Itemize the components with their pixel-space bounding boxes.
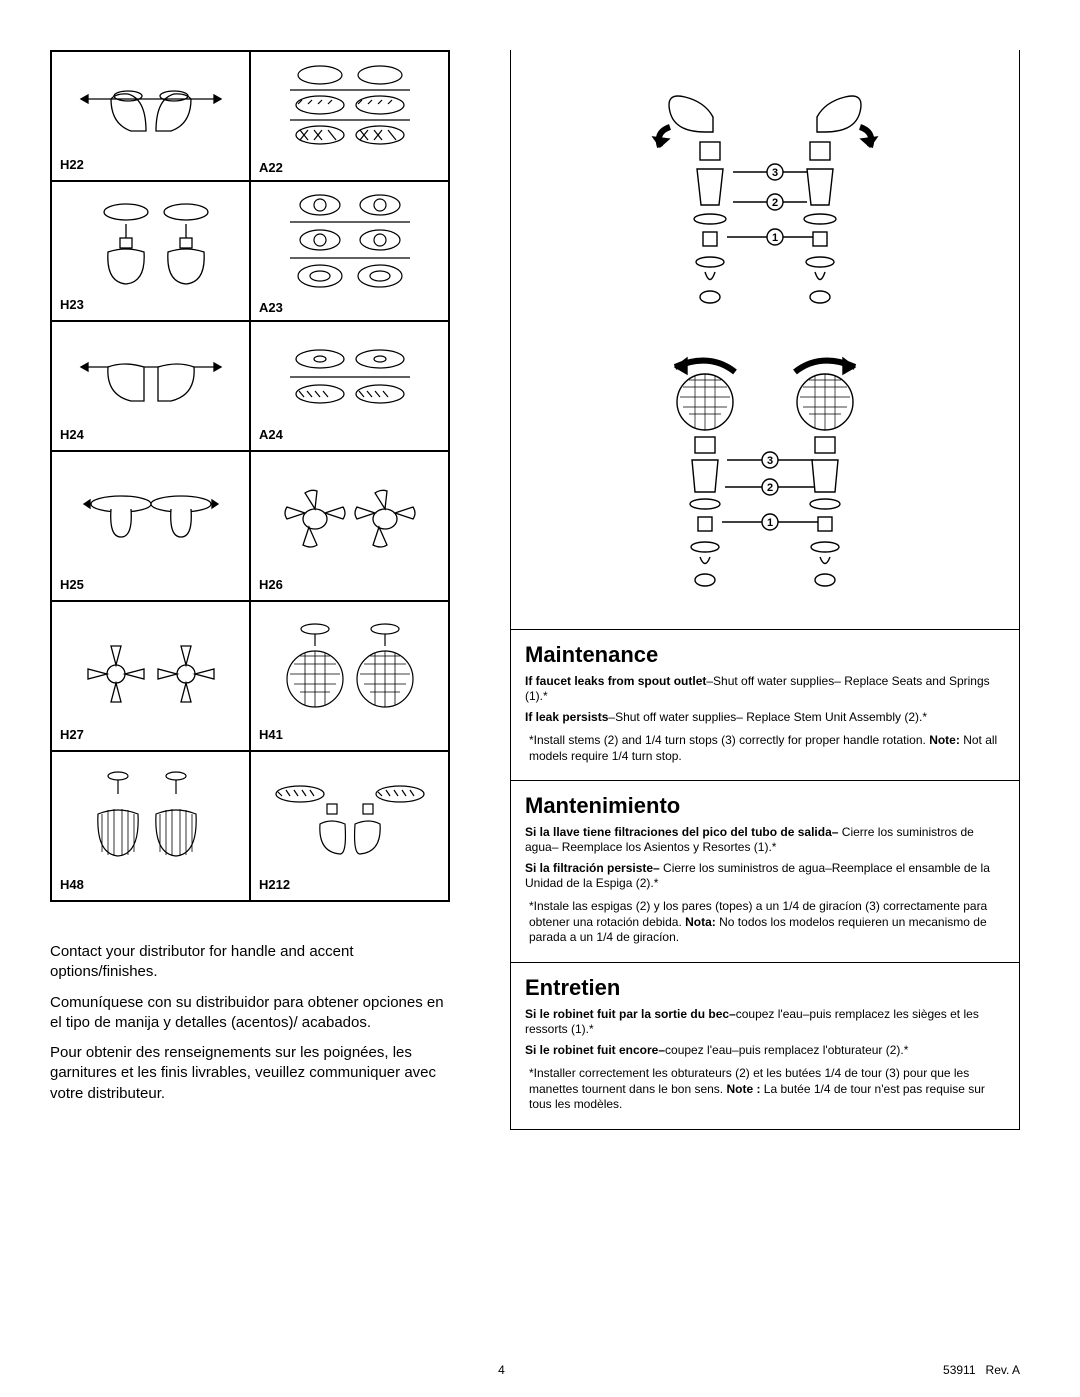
handle-h212-icon (265, 774, 435, 864)
handle-h26-icon (270, 474, 430, 564)
label-h212: H212 (259, 877, 440, 892)
entretien-title: Entretien (525, 975, 1005, 1001)
exploded-diagram-lever: 3 2 1 (615, 77, 915, 327)
maintenance-note: *Install stems (2) and 1/4 turn stops (3… (525, 733, 1005, 764)
handle-h41-icon (270, 614, 430, 724)
exploded-diagram-box: 3 2 1 (510, 50, 1020, 630)
cell-a22: A22 (250, 51, 449, 181)
mantenimiento-note: *Instale las espigas (2) y los pares (to… (525, 899, 1005, 946)
maintenance-p1: If faucet leaks from spout outlet–Shut o… (525, 674, 1005, 704)
label-h26: H26 (259, 577, 440, 592)
maintenance-title: Maintenance (525, 642, 1005, 668)
handle-h24-icon (76, 339, 226, 419)
accent-a23-icon (275, 190, 425, 300)
svg-text:1: 1 (772, 232, 778, 244)
label-h48: H48 (60, 877, 241, 892)
maintenance-fr: Entretien Si le robinet fuit par la sort… (510, 963, 1020, 1130)
page-footer: 4 53911 Rev. A (0, 1363, 1080, 1377)
cell-h41: H41 (250, 601, 449, 751)
parts-table: H22 (50, 50, 450, 902)
cell-h27: H27 (51, 601, 250, 751)
handle-h48-icon (76, 764, 226, 874)
cell-h23: H23 (51, 181, 250, 321)
cell-a24: A24 (250, 321, 449, 451)
handle-h25-icon (76, 479, 226, 559)
svg-text:2: 2 (767, 482, 773, 494)
mantenimiento-p1: Si la llave tiene filtraciones del pico … (525, 825, 1005, 855)
maintenance-en: Maintenance If faucet leaks from spout o… (510, 630, 1020, 781)
cell-h212: H212 (250, 751, 449, 901)
maintenance-es: Mantenimiento Si la llave tiene filtraci… (510, 781, 1020, 963)
footer-page-num: 4 (60, 1363, 943, 1377)
cell-h26: H26 (250, 451, 449, 601)
cell-a23: A23 (250, 181, 449, 321)
label-h27: H27 (60, 727, 241, 742)
entretien-note: *Installer correctement les obturateurs … (525, 1066, 1005, 1113)
cell-h22: H22 (51, 51, 250, 181)
cell-h24: H24 (51, 321, 250, 451)
distributor-en: Contact your distributor for handle and … (50, 942, 450, 983)
svg-text:1: 1 (767, 517, 773, 529)
handle-h23-icon (76, 194, 226, 294)
cell-h48: H48 (51, 751, 250, 901)
label-h24: H24 (60, 427, 241, 442)
mantenimiento-title: Mantenimiento (525, 793, 1005, 819)
mantenimiento-p2: Si la filtración persiste– Cierre los su… (525, 861, 1005, 891)
label-h25: H25 (60, 577, 241, 592)
accent-a22-icon (275, 60, 425, 160)
right-column: 3 2 1 (510, 50, 1020, 1320)
maintenance-p2: If leak persists–Shut off water supplies… (525, 710, 1005, 725)
distributor-es: Comuníquese con su distribuidor para obt… (50, 993, 450, 1034)
accent-a24-icon (275, 339, 425, 419)
label-h41: H41 (259, 727, 440, 742)
footer-doc-info: 53911 Rev. A (943, 1363, 1020, 1377)
label-a22: A22 (259, 160, 440, 175)
svg-text:3: 3 (772, 167, 778, 179)
cell-h25: H25 (51, 451, 250, 601)
distributor-fr: Pour obtenir des renseignements sur les … (50, 1043, 450, 1104)
handle-h22-icon (76, 69, 226, 149)
left-column: H22 (50, 50, 450, 1320)
entretien-p2: Si le robinet fuit encore–coupez l'eau–p… (525, 1043, 1005, 1058)
exploded-diagram-knob: 3 2 1 (615, 342, 915, 602)
label-a24: A24 (259, 427, 440, 442)
entretien-p1: Si le robinet fuit par la sortie du bec–… (525, 1007, 1005, 1037)
svg-text:2: 2 (772, 197, 778, 209)
svg-text:3: 3 (767, 455, 773, 467)
label-h23: H23 (60, 297, 241, 312)
handle-h27-icon (71, 619, 231, 719)
label-a23: A23 (259, 300, 440, 315)
label-h22: H22 (60, 157, 241, 172)
distributor-text: Contact your distributor for handle and … (50, 942, 450, 1104)
